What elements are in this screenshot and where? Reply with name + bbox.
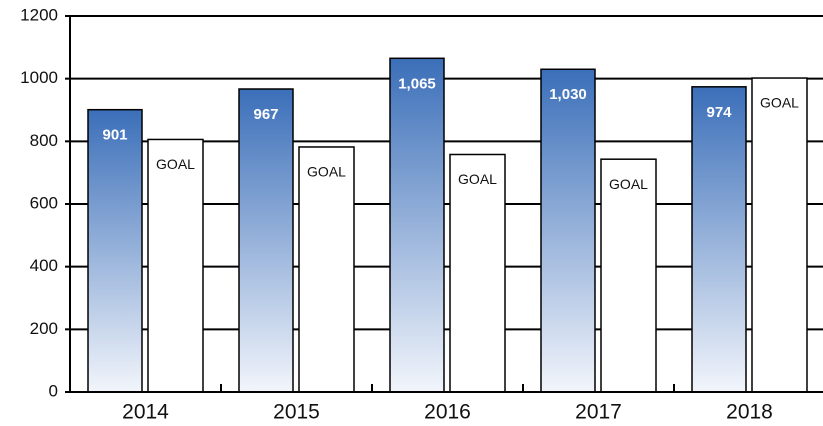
bar [600,158,657,393]
y-tick-label: 200 [30,319,58,338]
value-label: 901 [102,127,127,144]
y-tick-label: 0 [49,381,58,400]
bar [298,146,355,393]
y-tick-label: 400 [30,256,58,275]
bar [691,86,747,393]
x-tick-label: 2016 [424,401,471,424]
value-label: 967 [253,106,278,123]
bar [87,108,143,393]
bar [238,88,294,393]
x-tick-label: 2018 [726,401,773,424]
goal-label: GOAL [156,156,195,172]
value-label: 1,030 [549,86,587,103]
value-label: 974 [706,104,732,121]
goal-label: GOAL [609,176,648,192]
y-tick-label: 800 [30,131,58,150]
bar [751,77,808,393]
x-tick-label: 2014 [122,401,169,424]
x-tick-label: 2015 [273,401,320,424]
goal-label: GOAL [458,171,497,187]
bar [389,57,445,393]
value-label: 1,065 [398,75,436,92]
goal-label: GOAL [760,95,799,111]
goal-label: GOAL [307,164,346,180]
x-tick-label: 2017 [575,401,622,424]
bar [540,68,596,393]
y-tick-label: 1200 [20,5,58,24]
y-tick-label: 600 [30,193,58,212]
y-tick-label: 1000 [20,68,58,87]
bar [147,138,204,393]
bar [449,153,506,393]
